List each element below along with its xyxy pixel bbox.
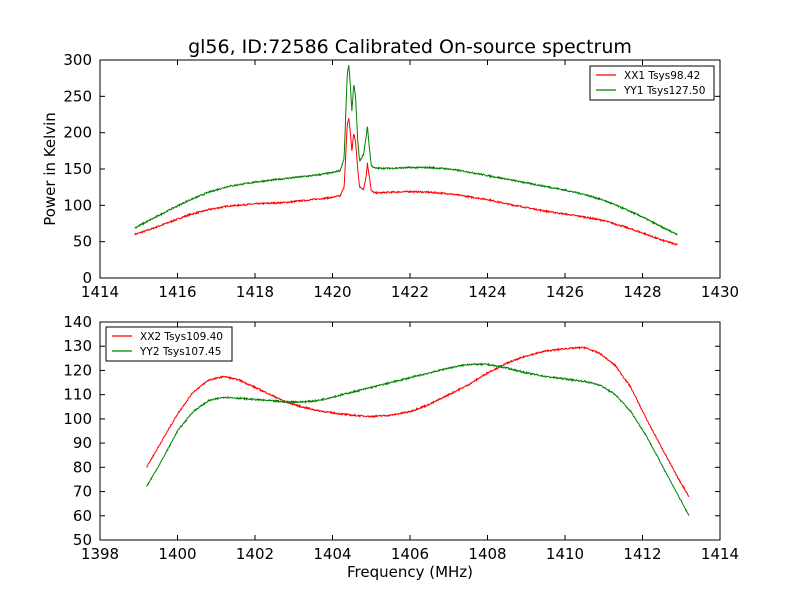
legend-1: XX1 Tsys98.42 YY1 Tsys127.50 [589,65,715,101]
y-tick-label: 0 [82,269,92,287]
x-axis-title: Frequency (MHz) [347,563,473,581]
series-line-2-2 [146,362,690,516]
y-tick-label: 80 [73,458,92,476]
y-tick-label: 130 [63,337,92,355]
legend-2: XX2 Tsys109.40 YY2 Tsys107.45 [105,326,233,362]
y-tick-label: 100 [63,196,92,214]
y-tick-label: 150 [63,160,92,178]
y-tick-label: 300 [63,51,92,69]
x-tick-label: 1414 [701,545,739,563]
y-tick-label: 70 [73,483,92,501]
x-tick-label: 1414 [81,283,119,301]
legend-box [105,326,233,362]
x-tick-label: 1424 [468,283,506,301]
y-tick-label: 110 [63,386,92,404]
y-tick-label: 60 [73,507,92,525]
y-tick-label: 90 [73,434,92,452]
y-tick-label: 50 [73,531,92,549]
y-tick-label: 250 [63,87,92,105]
y-tick-label: 120 [63,361,92,379]
x-tick-label: 1420 [313,283,351,301]
legend-label: YY2 Tsys107.45 [139,346,221,358]
x-tick-label: 1422 [391,283,429,301]
x-tick-label: 1406 [391,545,429,563]
y-tick-label: 100 [63,410,92,428]
x-tick-label: 1408 [468,545,506,563]
legend-box [589,65,715,101]
x-tick-label: 1404 [313,545,351,563]
series-line-1-2 [134,64,678,236]
x-tick-label: 1400 [158,545,196,563]
y-tick-label: 140 [63,313,92,331]
subplots: 1414 1416 1418 1420 1422 1424 1426 1428 14300501… [41,51,739,563]
y-tick-label: 50 [73,233,92,251]
subplot-1: 1414 1416 1418 1420 1422 1424 1426 1428 1430 0 50 1… [41,51,739,301]
series-line-2-1 [146,345,690,498]
series-line-1-1 [134,117,678,246]
legend-label: XX1 Tsys98.42 [624,70,700,82]
x-tick-label: 1398 [81,545,119,563]
x-tick-label: 1430 [701,283,739,301]
subplot-2: 1398 1400 1402 1404 1406 1408 1410 1412 1414 50 60… [63,313,739,563]
x-tick-label: 1402 [236,545,274,563]
x-tick-label: 1410 [546,545,584,563]
x-tick-label: 1412 [623,545,661,563]
x-tick-label: 1426 [546,283,584,301]
legend-label: YY1 Tsys127.50 [623,85,705,97]
legend-label: XX2 Tsys109.40 [140,331,223,343]
y-axis-title: Power in Kelvin [41,112,59,226]
x-tick-label: 1416 [158,283,196,301]
chart-title: gl56, ID:72586 Calibrated On-source spec… [188,36,632,58]
x-tick-label: 1418 [236,283,274,301]
x-tick-label: 1428 [623,283,661,301]
y-tick-label: 200 [63,124,92,142]
